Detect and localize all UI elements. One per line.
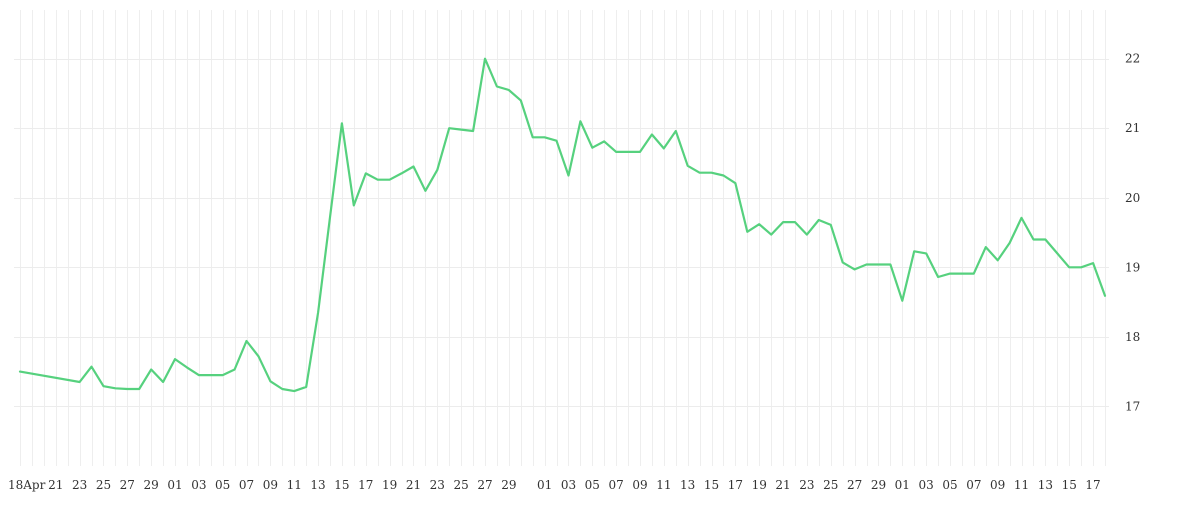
x-tick-label: 03 xyxy=(561,478,576,492)
x-axis: 18Apr 21 23 25 27 29 01 03 05 07 09 11 13 15 17 19 21 23 2… xyxy=(8,478,1101,492)
x-tick-label: 17 xyxy=(728,478,743,492)
y-tick-label: 20 xyxy=(1125,191,1140,205)
y-tick-label: 18 xyxy=(1125,330,1140,344)
x-tick-label: 03 xyxy=(919,478,934,492)
x-tick-label: 13 xyxy=(680,478,695,492)
x-tick-label: 19 xyxy=(382,478,397,492)
x-tick-label: 23 xyxy=(430,478,445,492)
x-tick-label: 05 xyxy=(215,478,230,492)
y-tick-label: 22 xyxy=(1125,52,1140,66)
x-tick-label: 09 xyxy=(990,478,1005,492)
x-tick-label: 17 xyxy=(1085,478,1100,492)
x-tick-label: 27 xyxy=(120,478,135,492)
x-tick-label: 01 xyxy=(537,478,552,492)
series-line xyxy=(18,57,1107,393)
x-tick-label: 07 xyxy=(966,478,981,492)
x-tick-label: 09 xyxy=(632,478,647,492)
x-tick-label: 11 xyxy=(656,478,671,492)
x-tick-label: 15 xyxy=(334,478,349,492)
x-tick-label: 25 xyxy=(823,478,838,492)
x-tick-label: 25 xyxy=(96,478,111,492)
x-tick-label: 21 xyxy=(406,478,421,492)
x-tick-label: 05 xyxy=(942,478,957,492)
x-tick-label: 27 xyxy=(847,478,862,492)
x-tick-label: 01 xyxy=(167,478,182,492)
x-tick-label: 17 xyxy=(358,478,373,492)
x-tick-label: 21 xyxy=(48,478,63,492)
grid-layer xyxy=(14,10,1109,466)
y-tick-label: 19 xyxy=(1125,260,1140,274)
x-tick-label: 07 xyxy=(609,478,624,492)
x-tick-label: 05 xyxy=(585,478,600,492)
x-tick-label: 15 xyxy=(704,478,719,492)
x-tick-label: 19 xyxy=(752,478,767,492)
x-tick-label: 25 xyxy=(454,478,469,492)
y-tick-label: 17 xyxy=(1125,399,1140,413)
y-tick-label: 21 xyxy=(1125,121,1140,135)
x-tick-label: 09 xyxy=(263,478,278,492)
x-tick-label: 07 xyxy=(239,478,254,492)
x-tick-label: 11 xyxy=(1014,478,1029,492)
x-tick-label: 13 xyxy=(310,478,325,492)
x-tick-label: 23 xyxy=(799,478,814,492)
x-tick-label: 21 xyxy=(775,478,790,492)
series-layer xyxy=(18,57,1107,393)
x-tick-label: 01 xyxy=(895,478,910,492)
x-tick-label: 13 xyxy=(1038,478,1053,492)
x-tick-label: 29 xyxy=(871,478,886,492)
y-axis: 17 18 19 20 21 22 xyxy=(1125,52,1140,414)
x-tick-label: 11 xyxy=(287,478,302,492)
x-tick-label: 18Apr xyxy=(8,478,46,492)
x-tick-label: 15 xyxy=(1062,478,1077,492)
x-tick-label: 23 xyxy=(72,478,87,492)
x-tick-label: 29 xyxy=(501,478,516,492)
x-tick-label: 03 xyxy=(191,478,206,492)
x-tick-label: 29 xyxy=(144,478,159,492)
x-tick-label: 27 xyxy=(477,478,492,492)
